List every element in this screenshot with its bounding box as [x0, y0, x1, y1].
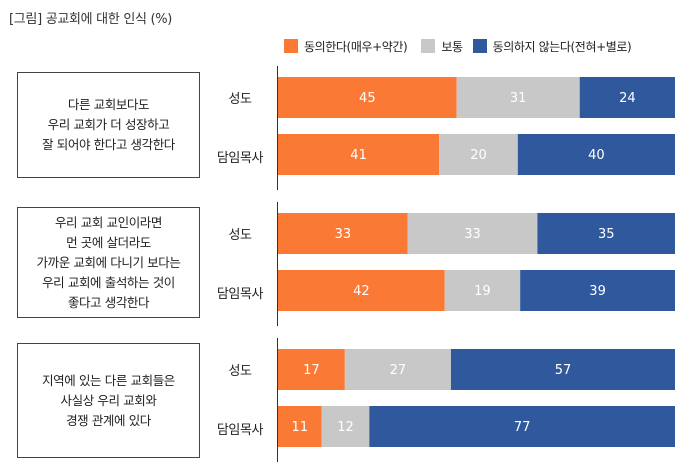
bar-label-g3-r2-neutral: 12	[337, 420, 354, 435]
axis-line-group-1	[277, 66, 278, 190]
bar-g3-r1-neutral	[344, 349, 451, 390]
row-label-g1-pastors: 담임목사	[216, 151, 264, 166]
legend-label-neutral: 보통	[441, 39, 463, 54]
chart-title: [그림] 공교회에 대한 인식 (%)	[9, 12, 173, 27]
bar-g1-r1-disagree	[579, 77, 675, 118]
bar-g3-r1-disagree	[450, 349, 675, 390]
bar-g1-r1-agree	[278, 77, 457, 118]
legend-item-neutral: 보통	[421, 38, 463, 55]
legend-swatch-agree	[284, 39, 298, 53]
bar-label-g1-r1-neutral: 31	[510, 91, 527, 106]
bar-label-g1-r2-neutral: 20	[470, 148, 487, 163]
bar-label-g2-r1-agree: 33	[335, 227, 352, 242]
question-box-2: 우리 교회 교인이라면 먼 곳에 살더라도 가까운 교회에 다니기 보다는 우리…	[17, 207, 200, 318]
bar-label-g3-r1-neutral: 27	[390, 363, 407, 378]
legend-label-agree: 동의한다(매우+약간)	[304, 39, 408, 54]
legend: 동의한다(매우+약간) 보통 동의하지 않는다(전혀+별로)	[284, 38, 645, 54]
axis-line-group-2	[277, 202, 278, 326]
legend-swatch-disagree	[472, 39, 487, 53]
bar-g3-r2-neutral	[321, 406, 370, 447]
question-box-1: 다른 교회보다도 우리 교회가 더 성장하고 잘 되어야 한다고 생각한다	[17, 72, 200, 178]
bar-label-g1-r2-disagree: 40	[588, 148, 605, 163]
bar-g2-r2-disagree	[520, 270, 675, 311]
bar-label-g1-r1-agree: 45	[359, 91, 376, 106]
bar-label-g2-r1-neutral: 33	[464, 227, 481, 242]
bar-g2-r1-agree	[278, 213, 408, 254]
bar-g2-r2-neutral	[444, 270, 521, 311]
legend-label-disagree: 동의하지 않는다(전혀+별로)	[492, 39, 632, 54]
bar-label-g3-r2-disagree: 77	[514, 420, 531, 435]
axis-line-group-3	[277, 338, 278, 462]
legend-item-agree: 동의한다(매우+약간)	[284, 38, 408, 55]
bar-label-g2-r2-disagree: 39	[589, 284, 606, 299]
bar-label-g2-r2-neutral: 19	[474, 284, 491, 299]
row-label-g2-saints: 성도	[228, 228, 252, 243]
bar-g3-r1-agree	[278, 349, 345, 390]
bar-g1-r1-neutral	[456, 77, 580, 118]
bar-label-g3-r2-agree: 11	[292, 420, 309, 435]
bar-g3-r2-disagree	[369, 406, 675, 447]
bar-g2-r1-disagree	[537, 213, 675, 254]
bar-label-g2-r1-disagree: 35	[598, 227, 615, 242]
bar-label-g1-r2-agree: 41	[350, 148, 367, 163]
row-label-g3-pastors: 담임목사	[216, 423, 264, 438]
bar-label-g2-r2-agree: 42	[353, 284, 370, 299]
bar-g1-r2-agree	[278, 134, 440, 175]
legend-swatch-neutral	[421, 39, 436, 53]
bar-label-g1-r1-disagree: 24	[619, 91, 636, 106]
row-label-g1-saints: 성도	[228, 92, 252, 107]
bar-label-g3-r1-agree: 17	[303, 363, 320, 378]
question-box-3: 지역에 있는 다른 교회들은 사실상 우리 교회와 경쟁 관계에 있다	[17, 343, 200, 458]
bar-g2-r2-agree	[278, 270, 445, 311]
bar-g1-r2-neutral	[439, 134, 518, 175]
row-label-g3-saints: 성도	[228, 364, 252, 379]
legend-item-disagree: 동의하지 않는다(전혀+별로)	[472, 38, 632, 55]
bar-g3-r2-agree	[278, 406, 322, 447]
bar-g1-r2-disagree	[517, 134, 675, 175]
row-label-g2-pastors: 담임목사	[216, 287, 264, 302]
bar-label-g3-r1-disagree: 57	[555, 363, 572, 378]
bar-g2-r1-neutral	[407, 213, 538, 254]
